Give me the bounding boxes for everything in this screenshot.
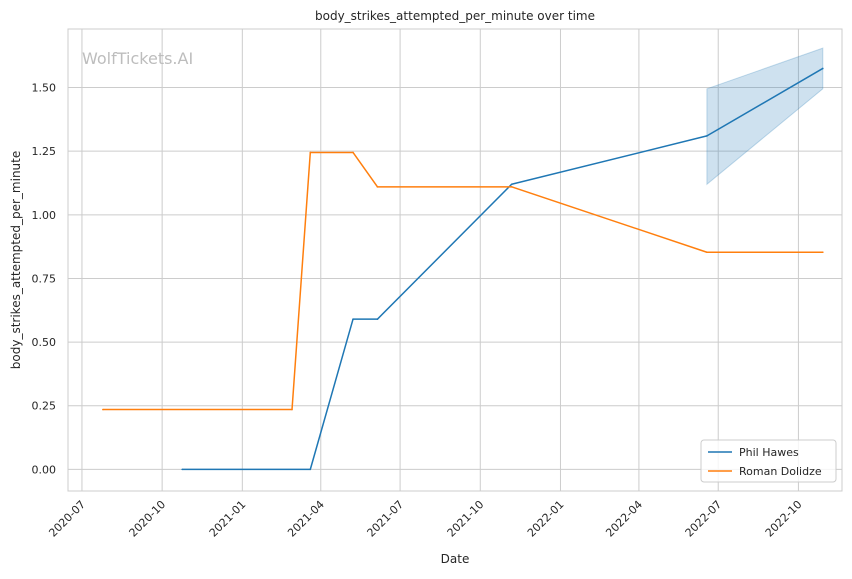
y-tick-label: 0.00: [32, 463, 57, 476]
confidence-band-phil-hawes: [706, 47, 824, 186]
data-point-roman-dolidze: [376, 186, 379, 188]
watermark: WolfTickets.AI: [82, 49, 193, 68]
legend-box: [700, 439, 837, 483]
y-axis-ticks: 0.00 0.25 0.50 0.75 1.00 1.25 1.50: [32, 82, 57, 477]
y-tick-label: 1.25: [32, 145, 57, 158]
data-point-phil-hawes: [309, 468, 312, 471]
legend-label-phil-hawes: Phil Hawes: [739, 446, 799, 459]
series-lines: [102, 67, 824, 471]
series-line-roman-dolidze: [102, 151, 823, 411]
y-tick-label: 0.50: [32, 336, 57, 349]
data-point-roman-dolidze: [706, 251, 708, 254]
data-point-roman-dolidze: [822, 251, 824, 254]
y-tick-label: 0.75: [32, 272, 57, 285]
y-axis-label: body_strikes_attempted_per_minute: [9, 151, 23, 369]
legend: Phil Hawes Roman Dolidze: [700, 439, 837, 483]
y-tick-label: 1.00: [32, 209, 57, 222]
y-tick-label: 0.25: [32, 400, 57, 413]
data-point-phil-hawes: [706, 135, 708, 137]
data-point-phil-hawes: [822, 67, 824, 70]
data-point-phil-hawes: [510, 183, 513, 186]
plot-area-frame: [67, 28, 843, 492]
data-point-roman-dolidze: [352, 151, 354, 154]
data-point-roman-dolidze: [309, 151, 312, 154]
confidence-bands: [706, 47, 824, 186]
y-tick-label: 1.50: [32, 82, 57, 95]
data-point-phil-hawes: [181, 468, 183, 471]
x-axis-label: Date: [441, 552, 470, 566]
legend-label-roman-dolidze: Roman Dolidze: [739, 465, 822, 478]
data-point-roman-dolidze: [510, 186, 513, 188]
data-point-roman-dolidze: [291, 408, 293, 411]
data-point-roman-dolidze: [102, 408, 104, 411]
chart-title: body_strikes_attempted_per_minute over t…: [315, 9, 595, 23]
data-point-phil-hawes: [352, 318, 354, 320]
data-point-phil-hawes: [376, 318, 379, 320]
